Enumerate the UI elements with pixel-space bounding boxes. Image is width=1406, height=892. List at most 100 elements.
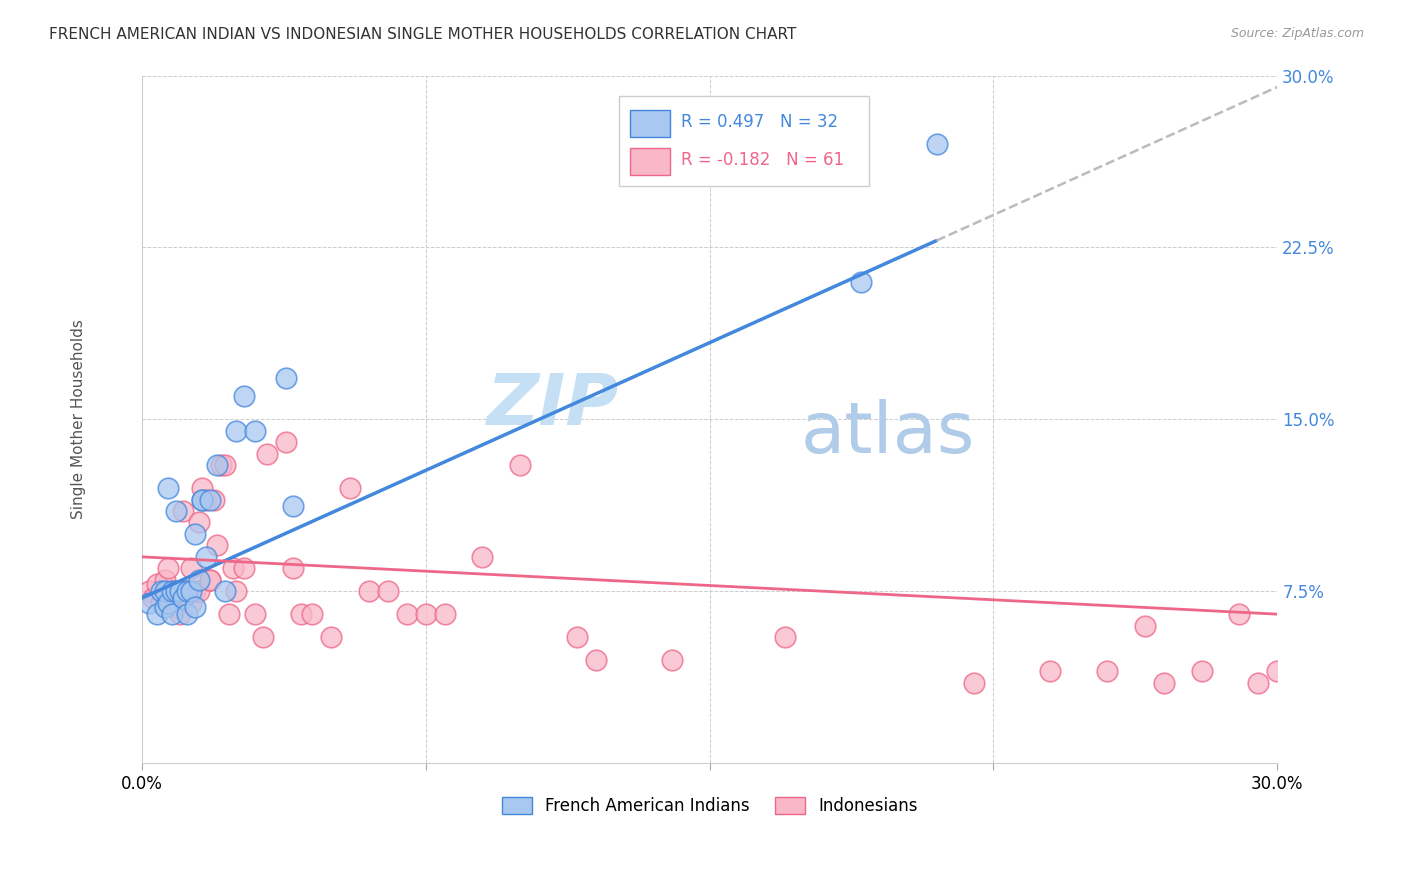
Y-axis label: Single Mother Households: Single Mother Households <box>72 319 86 519</box>
Point <box>290 607 312 622</box>
Point <box>471 549 494 564</box>
Point <box>198 492 221 507</box>
Point <box>301 607 323 622</box>
Point <box>176 607 198 622</box>
Point <box>169 584 191 599</box>
Point <box>274 435 297 450</box>
Point <box>207 458 229 472</box>
Point <box>184 584 207 599</box>
Point <box>773 630 796 644</box>
Point <box>233 389 256 403</box>
Point <box>187 584 209 599</box>
Point <box>252 630 274 644</box>
Point <box>245 424 267 438</box>
Point <box>209 458 232 472</box>
Point <box>187 516 209 530</box>
Point <box>165 584 187 599</box>
Point <box>565 630 588 644</box>
Point <box>357 584 380 599</box>
Point <box>191 492 214 507</box>
Point <box>274 371 297 385</box>
Point <box>180 596 202 610</box>
Point <box>661 653 683 667</box>
Point <box>849 275 872 289</box>
Point <box>184 527 207 541</box>
Point <box>1095 665 1118 679</box>
Text: Source: ZipAtlas.com: Source: ZipAtlas.com <box>1230 27 1364 40</box>
Point <box>319 630 342 644</box>
Point <box>153 584 176 599</box>
Point <box>172 504 194 518</box>
Point <box>160 584 183 599</box>
Point <box>225 584 247 599</box>
Point <box>153 600 176 615</box>
Point <box>195 549 218 564</box>
Point <box>184 600 207 615</box>
Point <box>283 500 305 514</box>
Point <box>1133 618 1156 632</box>
Point <box>157 481 180 495</box>
Point <box>585 653 607 667</box>
FancyBboxPatch shape <box>630 148 669 175</box>
Legend: French American Indians, Indonesians: French American Indians, Indonesians <box>494 789 925 823</box>
Point <box>1247 676 1270 690</box>
Text: R = 0.497   N = 32: R = 0.497 N = 32 <box>681 113 838 131</box>
Point <box>256 447 278 461</box>
Point <box>207 538 229 552</box>
Point <box>198 573 221 587</box>
Point <box>245 607 267 622</box>
Point <box>395 607 418 622</box>
Point <box>146 607 169 622</box>
Point <box>176 584 198 599</box>
Point <box>142 591 165 606</box>
Point <box>377 584 399 599</box>
Point <box>195 492 218 507</box>
Point <box>160 584 183 599</box>
Point <box>169 607 191 622</box>
Point <box>1039 665 1062 679</box>
Point <box>149 596 172 610</box>
Point <box>165 504 187 518</box>
Point <box>214 458 236 472</box>
FancyBboxPatch shape <box>630 110 669 137</box>
Point <box>138 584 160 599</box>
Point <box>160 607 183 622</box>
Point <box>218 607 240 622</box>
Point <box>225 424 247 438</box>
Point <box>180 561 202 575</box>
Point <box>172 584 194 599</box>
Point <box>157 596 180 610</box>
Point <box>339 481 361 495</box>
Point <box>202 492 225 507</box>
Text: R = -0.182   N = 61: R = -0.182 N = 61 <box>681 151 844 169</box>
Point <box>198 573 221 587</box>
Point <box>180 584 202 599</box>
Point <box>157 591 180 606</box>
Point <box>169 584 191 599</box>
Point <box>925 137 948 152</box>
Point <box>1153 676 1175 690</box>
Point <box>283 561 305 575</box>
Point <box>233 561 256 575</box>
Point <box>176 584 198 599</box>
Point <box>146 577 169 591</box>
Text: atlas: atlas <box>800 399 974 467</box>
Point <box>221 561 243 575</box>
Point <box>157 561 180 575</box>
Point <box>165 600 187 615</box>
Point <box>191 481 214 495</box>
Point <box>1229 607 1251 622</box>
Point <box>138 596 160 610</box>
Text: FRENCH AMERICAN INDIAN VS INDONESIAN SINGLE MOTHER HOUSEHOLDS CORRELATION CHART: FRENCH AMERICAN INDIAN VS INDONESIAN SIN… <box>49 27 797 42</box>
Point <box>433 607 456 622</box>
Point <box>1265 665 1288 679</box>
Point <box>172 591 194 606</box>
Point <box>191 492 214 507</box>
FancyBboxPatch shape <box>619 96 869 186</box>
Text: ZIP: ZIP <box>486 371 619 440</box>
Point <box>153 573 176 587</box>
Point <box>415 607 437 622</box>
Point <box>509 458 531 472</box>
Point <box>1191 665 1213 679</box>
Point <box>165 584 187 599</box>
